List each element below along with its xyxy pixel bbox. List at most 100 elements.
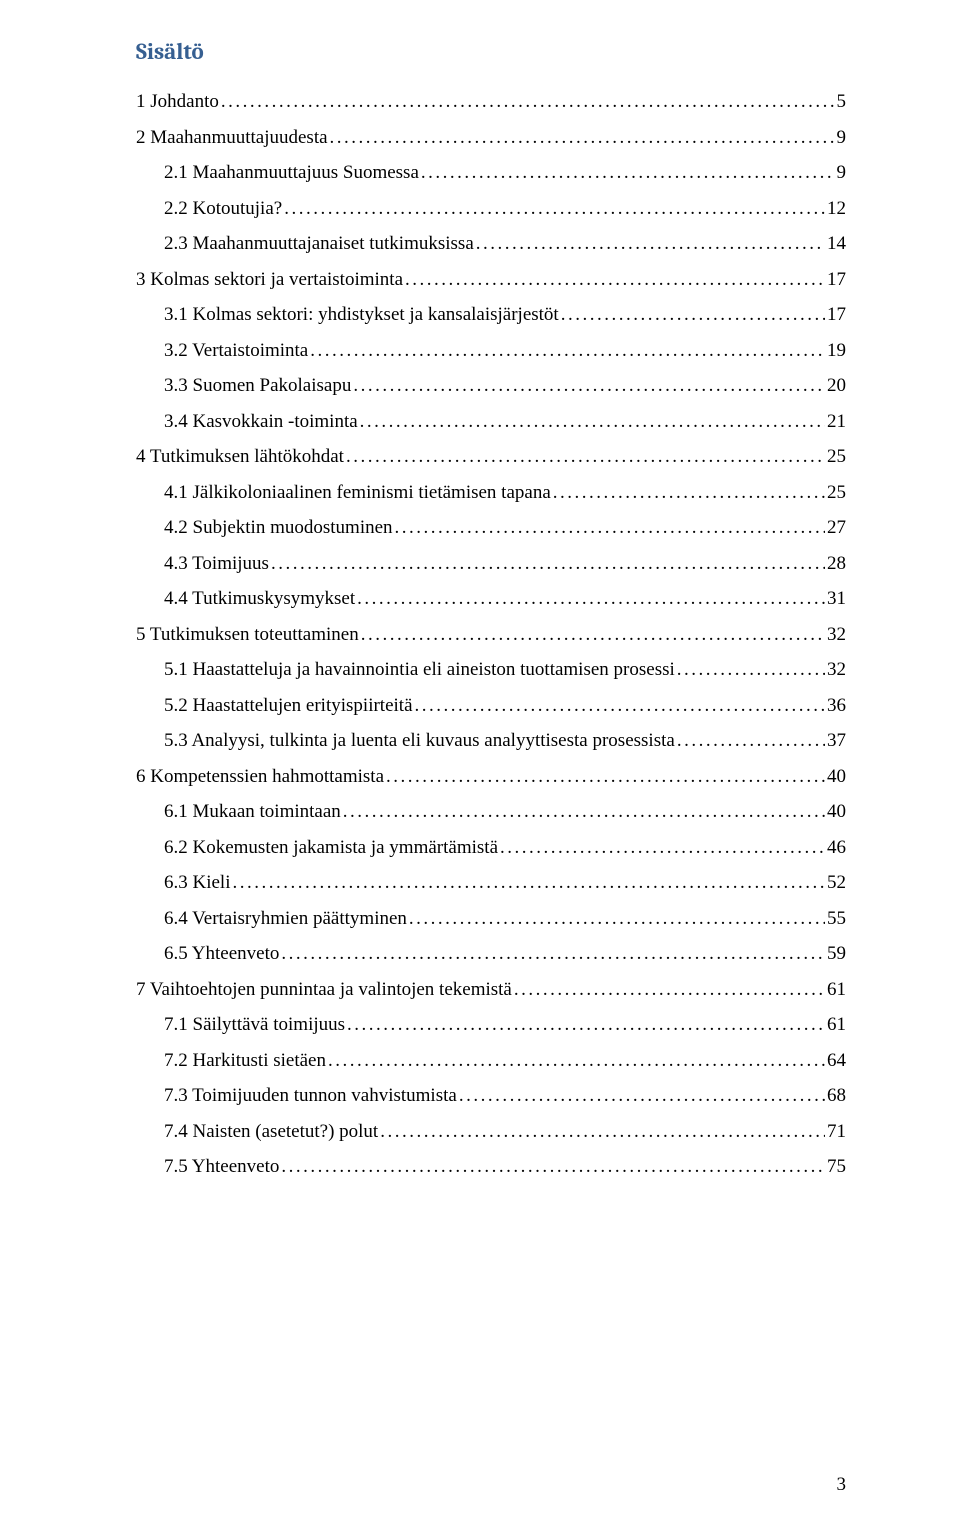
toc-dot-leader: [281, 943, 825, 965]
toc-entry-label: 7.4 Naisten (asetetut?) polut: [164, 1121, 378, 1143]
toc-dot-leader: [421, 162, 835, 184]
toc-row[interactable]: 2 Maahanmuuttajuudesta 9: [136, 127, 846, 149]
toc-entry-page: 5: [837, 91, 847, 113]
toc-row[interactable]: 6 Kompetenssien hahmottamista 40: [136, 766, 846, 788]
toc-dot-leader: [330, 127, 835, 149]
toc-dot-leader: [409, 908, 825, 930]
toc-row[interactable]: 4.2 Subjektin muodostuminen 27: [136, 517, 846, 539]
toc-entry-page: 27: [827, 517, 846, 539]
toc-dot-leader: [310, 340, 825, 362]
toc-entry-page: 37: [827, 730, 846, 752]
toc-row[interactable]: 2.2 Kotoutujia? 12: [136, 198, 846, 220]
toc-entry-page: 32: [827, 624, 846, 646]
toc-dot-leader: [347, 1014, 825, 1036]
toc-dot-leader: [677, 659, 825, 681]
toc-entry-page: 61: [827, 979, 846, 1001]
toc-dot-leader: [553, 482, 825, 504]
toc-row[interactable]: 4 Tutkimuksen lähtökohdat 25: [136, 446, 846, 468]
toc-entry-label: 4.2 Subjektin muodostuminen: [164, 517, 393, 539]
toc-row[interactable]: 3.2 Vertaistoiminta 19: [136, 340, 846, 362]
toc-entry-label: 4 Tutkimuksen lähtökohdat: [136, 446, 344, 468]
toc-entry-page: 9: [837, 127, 847, 149]
toc-entry-label: 5 Tutkimuksen toteuttaminen: [136, 624, 359, 646]
toc-dot-leader: [233, 872, 826, 894]
toc-container: 1 Johdanto 52 Maahanmuuttajuudesta 92.1 …: [136, 91, 846, 1178]
toc-entry-label: 3 Kolmas sektori ja vertaistoiminta: [136, 269, 403, 291]
toc-row[interactable]: 4.4 Tutkimuskysymykset 31: [136, 588, 846, 610]
toc-entry-label: 2 Maahanmuuttajuudesta: [136, 127, 328, 149]
toc-entry-page: 32: [827, 659, 846, 681]
toc-row[interactable]: 7.1 Säilyttävä toimijuus 61: [136, 1014, 846, 1036]
toc-entry-page: 9: [837, 162, 847, 184]
toc-row[interactable]: 2.3 Maahanmuuttajanaiset tutkimuksissa 1…: [136, 233, 846, 255]
toc-row[interactable]: 5 Tutkimuksen toteuttaminen 32: [136, 624, 846, 646]
toc-row[interactable]: 6.5 Yhteenveto 59: [136, 943, 846, 965]
toc-entry-label: 2.3 Maahanmuuttajanaiset tutkimuksissa: [164, 233, 474, 255]
toc-entry-page: 55: [827, 908, 846, 930]
toc-entry-label: 2.1 Maahanmuuttajuus Suomessa: [164, 162, 419, 184]
toc-heading: Sisältö: [136, 38, 846, 65]
toc-entry-page: 36: [827, 695, 846, 717]
toc-entry-label: 4.1 Jälkikoloniaalinen feminismi tietämi…: [164, 482, 551, 504]
toc-entry-page: 28: [827, 553, 846, 575]
toc-entry-page: 21: [827, 411, 846, 433]
toc-dot-leader: [353, 375, 825, 397]
toc-row[interactable]: 7.3 Toimijuuden tunnon vahvistumista 68: [136, 1085, 846, 1107]
toc-dot-leader: [514, 979, 825, 1001]
toc-dot-leader: [415, 695, 825, 717]
toc-entry-page: 25: [827, 482, 846, 504]
toc-row[interactable]: 7.5 Yhteenveto 75: [136, 1156, 846, 1178]
toc-row[interactable]: 3.4 Kasvokkain -toiminta 21: [136, 411, 846, 433]
toc-entry-label: 5.3 Analyysi, tulkinta ja luenta eli kuv…: [164, 730, 675, 752]
toc-entry-label: 4.3 Toimijuus: [164, 553, 269, 575]
toc-row[interactable]: 6.2 Kokemusten jakamista ja ymmärtämistä…: [136, 837, 846, 859]
toc-entry-page: 46: [827, 837, 846, 859]
toc-row[interactable]: 1 Johdanto 5: [136, 91, 846, 113]
toc-row[interactable]: 6.4 Vertaisryhmien päättyminen 55: [136, 908, 846, 930]
toc-entry-label: 6.2 Kokemusten jakamista ja ymmärtämistä: [164, 837, 498, 859]
toc-dot-leader: [281, 1156, 825, 1178]
toc-entry-label: 6.4 Vertaisryhmien päättyminen: [164, 908, 407, 930]
toc-row[interactable]: 7.2 Harkitusti sietäen 64: [136, 1050, 846, 1072]
toc-entry-label: 7.3 Toimijuuden tunnon vahvistumista: [164, 1085, 457, 1107]
toc-entry-label: 5.2 Haastattelujen erityispiirteitä: [164, 695, 413, 717]
toc-entry-label: 3.2 Vertaistoiminta: [164, 340, 308, 362]
toc-entry-label: 7.2 Harkitusti sietäen: [164, 1050, 326, 1072]
toc-entry-label: 4.4 Tutkimuskysymykset: [164, 588, 355, 610]
toc-row[interactable]: 2.1 Maahanmuuttajuus Suomessa 9: [136, 162, 846, 184]
toc-row[interactable]: 3.1 Kolmas sektori: yhdistykset ja kansa…: [136, 304, 846, 326]
toc-row[interactable]: 3 Kolmas sektori ja vertaistoiminta 17: [136, 269, 846, 291]
toc-dot-leader: [561, 304, 825, 326]
toc-entry-page: 40: [827, 766, 846, 788]
toc-row[interactable]: 4.1 Jälkikoloniaalinen feminismi tietämi…: [136, 482, 846, 504]
toc-row[interactable]: 5.3 Analyysi, tulkinta ja luenta eli kuv…: [136, 730, 846, 752]
toc-entry-label: 2.2 Kotoutujia?: [164, 198, 282, 220]
toc-entry-label: 3.1 Kolmas sektori: yhdistykset ja kansa…: [164, 304, 559, 326]
toc-row[interactable]: 6.1 Mukaan toimintaan 40: [136, 801, 846, 823]
toc-entry-label: 6.5 Yhteenveto: [164, 943, 279, 965]
toc-dot-leader: [677, 730, 825, 752]
toc-dot-leader: [395, 517, 825, 539]
page-number: 3: [837, 1474, 847, 1496]
toc-row[interactable]: 3.3 Suomen Pakolaisapu 20: [136, 375, 846, 397]
toc-entry-page: 20: [827, 375, 846, 397]
toc-row[interactable]: 6.3 Kieli 52: [136, 872, 846, 894]
toc-entry-label: 6.3 Kieli: [164, 872, 231, 894]
toc-dot-leader: [360, 411, 825, 433]
toc-row[interactable]: 4.3 Toimijuus 28: [136, 553, 846, 575]
toc-entry-page: 59: [827, 943, 846, 965]
toc-row[interactable]: 7 Vaihtoehtojen punnintaa ja valintojen …: [136, 979, 846, 1001]
toc-dot-leader: [346, 446, 825, 468]
toc-entry-label: 5.1 Haastatteluja ja havainnointia eli a…: [164, 659, 675, 681]
toc-entry-label: 1 Johdanto: [136, 91, 219, 113]
toc-entry-page: 64: [827, 1050, 846, 1072]
toc-row[interactable]: 5.2 Haastattelujen erityispiirteitä 36: [136, 695, 846, 717]
toc-row[interactable]: 7.4 Naisten (asetetut?) polut 71: [136, 1121, 846, 1143]
toc-dot-leader: [343, 801, 825, 823]
toc-row[interactable]: 5.1 Haastatteluja ja havainnointia eli a…: [136, 659, 846, 681]
toc-dot-leader: [386, 766, 825, 788]
toc-dot-leader: [380, 1121, 825, 1143]
toc-entry-label: 3.3 Suomen Pakolaisapu: [164, 375, 351, 397]
toc-entry-page: 31: [827, 588, 846, 610]
toc-entry-page: 75: [827, 1156, 846, 1178]
